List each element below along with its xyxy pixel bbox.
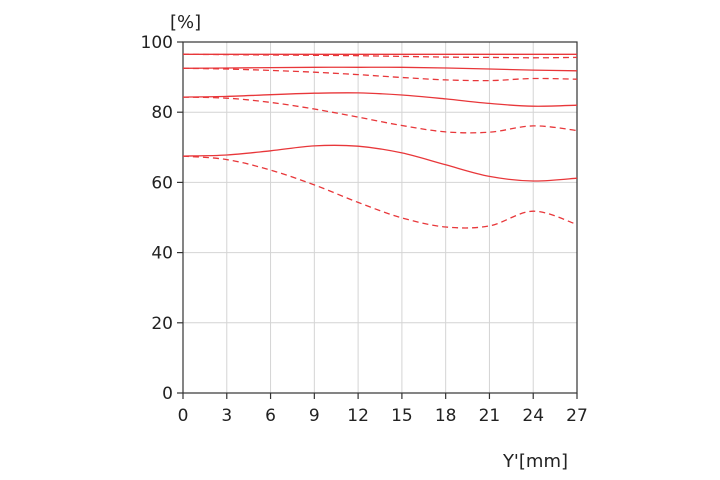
plot-border	[182, 41, 578, 394]
plot-frame	[177, 41, 578, 399]
y-tick-label: 0	[162, 384, 173, 404]
solid-series-line-5	[182, 92, 578, 107]
x-tick-label: 15	[391, 406, 413, 426]
y-tick-label: 80	[151, 103, 173, 123]
x-tick-label: 21	[479, 406, 501, 426]
solid-series-line-7	[182, 144, 578, 182]
dashed-series-line-6	[182, 96, 578, 134]
grid	[182, 41, 578, 394]
x-tick-label: 27	[566, 406, 588, 426]
y-tick-label: 60	[151, 173, 173, 193]
x-tick-label: 0	[178, 406, 189, 426]
y-axis-label: [%]	[170, 12, 201, 33]
y-tick-label: 100	[141, 33, 173, 53]
dashed-series-line-2	[182, 53, 578, 59]
dashed-series-line-8	[182, 155, 578, 229]
x-tick-label: 6	[265, 406, 276, 426]
dashed-series-line-4	[182, 67, 578, 82]
x-tick-labels: 0 3 6 9 12 15 18 21 24 27	[178, 406, 588, 426]
y-tick-labels: 0 20 40 60 80 100	[141, 33, 173, 404]
x-tick-label: 12	[347, 406, 369, 426]
solid-series-line-3	[182, 66, 578, 72]
y-tick-label: 20	[151, 314, 173, 334]
x-tick-label: 24	[522, 406, 544, 426]
y-tick-label: 40	[151, 244, 173, 264]
x-tick-label: 9	[309, 406, 320, 426]
series-group	[182, 53, 578, 229]
x-tick-label: 18	[435, 406, 457, 426]
x-axis-label: Y'[mm]	[502, 451, 568, 472]
x-tick-label: 3	[221, 406, 232, 426]
